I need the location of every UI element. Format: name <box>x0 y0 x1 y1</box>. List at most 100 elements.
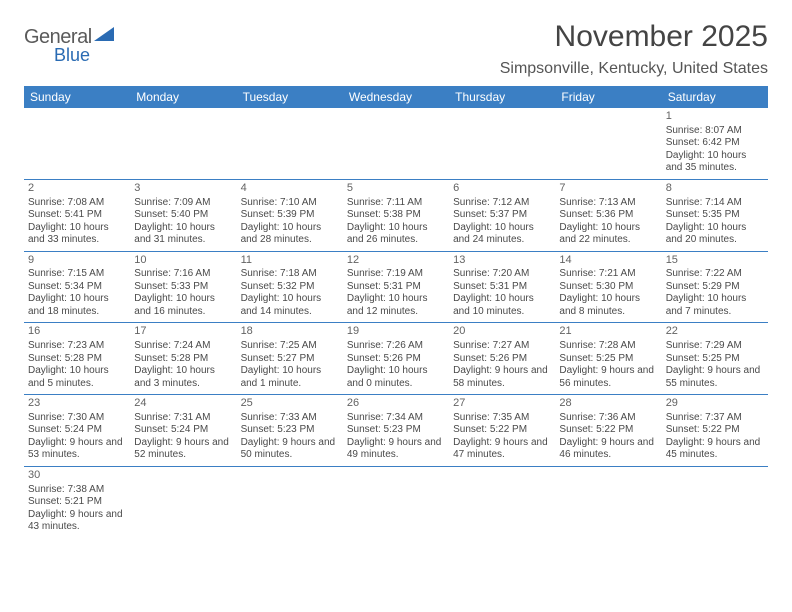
sunrise-text: Sunrise: 7:26 AM <box>347 340 445 353</box>
sunset-text: Sunset: 5:40 PM <box>134 209 232 222</box>
day-number: 14 <box>559 254 657 268</box>
daylight-text: Daylight: 10 hours and 28 minutes. <box>241 222 339 247</box>
day-cell: 25Sunrise: 7:33 AMSunset: 5:23 PMDayligh… <box>237 395 343 466</box>
sunset-text: Sunset: 5:28 PM <box>134 353 232 366</box>
sunset-text: Sunset: 5:22 PM <box>666 424 764 437</box>
empty-cell <box>449 108 555 179</box>
sunrise-text: Sunrise: 7:33 AM <box>241 412 339 425</box>
empty-cell <box>555 467 661 538</box>
sunrise-text: Sunrise: 7:21 AM <box>559 268 657 281</box>
page-header: General Blue November 2025 Simpsonville,… <box>24 20 768 78</box>
sunrise-text: Sunrise: 7:15 AM <box>28 268 126 281</box>
day-number: 7 <box>559 182 657 196</box>
daylight-text: Daylight: 10 hours and 18 minutes. <box>28 293 126 318</box>
empty-cell <box>237 108 343 179</box>
empty-cell <box>24 108 130 179</box>
daylight-text: Daylight: 10 hours and 8 minutes. <box>559 293 657 318</box>
daylight-text: Daylight: 10 hours and 7 minutes. <box>666 293 764 318</box>
day-number: 11 <box>241 254 339 268</box>
day-cell: 29Sunrise: 7:37 AMSunset: 5:22 PMDayligh… <box>662 395 768 466</box>
logo: General Blue <box>24 26 116 66</box>
sunrise-text: Sunrise: 7:34 AM <box>347 412 445 425</box>
sunset-text: Sunset: 5:34 PM <box>28 281 126 294</box>
day-headers-row: Sunday Monday Tuesday Wednesday Thursday… <box>24 86 768 108</box>
day-number: 8 <box>666 182 764 196</box>
day-number: 16 <box>28 325 126 339</box>
daylight-text: Daylight: 10 hours and 33 minutes. <box>28 222 126 247</box>
day-cell: 19Sunrise: 7:26 AMSunset: 5:26 PMDayligh… <box>343 323 449 394</box>
day-number: 25 <box>241 397 339 411</box>
daylight-text: Daylight: 9 hours and 56 minutes. <box>559 365 657 390</box>
sunset-text: Sunset: 6:42 PM <box>666 137 764 150</box>
sunset-text: Sunset: 5:21 PM <box>28 496 126 509</box>
day-number: 26 <box>347 397 445 411</box>
day-number: 30 <box>28 469 126 483</box>
day-number: 2 <box>28 182 126 196</box>
sunrise-text: Sunrise: 7:36 AM <box>559 412 657 425</box>
day-cell: 12Sunrise: 7:19 AMSunset: 5:31 PMDayligh… <box>343 252 449 323</box>
sunrise-text: Sunrise: 7:31 AM <box>134 412 232 425</box>
logo-text: General Blue <box>24 26 116 66</box>
sunset-text: Sunset: 5:30 PM <box>559 281 657 294</box>
day-cell: 1Sunrise: 8:07 AMSunset: 6:42 PMDaylight… <box>662 108 768 179</box>
week-row: 2Sunrise: 7:08 AMSunset: 5:41 PMDaylight… <box>24 180 768 252</box>
title-block: November 2025 Simpsonville, Kentucky, Un… <box>500 20 768 78</box>
day-cell: 27Sunrise: 7:35 AMSunset: 5:22 PMDayligh… <box>449 395 555 466</box>
sunset-text: Sunset: 5:24 PM <box>28 424 126 437</box>
sunset-text: Sunset: 5:41 PM <box>28 209 126 222</box>
sunrise-text: Sunrise: 7:35 AM <box>453 412 551 425</box>
day-cell: 11Sunrise: 7:18 AMSunset: 5:32 PMDayligh… <box>237 252 343 323</box>
sunset-text: Sunset: 5:23 PM <box>241 424 339 437</box>
empty-cell <box>555 108 661 179</box>
day-number: 9 <box>28 254 126 268</box>
sunrise-text: Sunrise: 7:09 AM <box>134 197 232 210</box>
daylight-text: Daylight: 9 hours and 47 minutes. <box>453 437 551 462</box>
day-cell: 2Sunrise: 7:08 AMSunset: 5:41 PMDaylight… <box>24 180 130 251</box>
sunrise-text: Sunrise: 7:12 AM <box>453 197 551 210</box>
day-header-wednesday: Wednesday <box>343 86 449 108</box>
sunrise-text: Sunrise: 7:22 AM <box>666 268 764 281</box>
day-cell: 16Sunrise: 7:23 AMSunset: 5:28 PMDayligh… <box>24 323 130 394</box>
daylight-text: Daylight: 10 hours and 35 minutes. <box>666 150 764 175</box>
day-number: 23 <box>28 397 126 411</box>
day-cell: 20Sunrise: 7:27 AMSunset: 5:26 PMDayligh… <box>449 323 555 394</box>
sunrise-text: Sunrise: 7:38 AM <box>28 484 126 497</box>
day-cell: 22Sunrise: 7:29 AMSunset: 5:25 PMDayligh… <box>662 323 768 394</box>
weeks-container: 1Sunrise: 8:07 AMSunset: 6:42 PMDaylight… <box>24 108 768 538</box>
daylight-text: Daylight: 10 hours and 14 minutes. <box>241 293 339 318</box>
sunrise-text: Sunrise: 7:11 AM <box>347 197 445 210</box>
sunrise-text: Sunrise: 7:20 AM <box>453 268 551 281</box>
sunset-text: Sunset: 5:25 PM <box>666 353 764 366</box>
sunrise-text: Sunrise: 8:07 AM <box>666 125 764 138</box>
sunset-text: Sunset: 5:35 PM <box>666 209 764 222</box>
day-cell: 4Sunrise: 7:10 AMSunset: 5:39 PMDaylight… <box>237 180 343 251</box>
location-text: Simpsonville, Kentucky, United States <box>500 60 768 78</box>
day-cell: 28Sunrise: 7:36 AMSunset: 5:22 PMDayligh… <box>555 395 661 466</box>
daylight-text: Daylight: 10 hours and 3 minutes. <box>134 365 232 390</box>
day-cell: 14Sunrise: 7:21 AMSunset: 5:30 PMDayligh… <box>555 252 661 323</box>
day-number: 13 <box>453 254 551 268</box>
sunset-text: Sunset: 5:23 PM <box>347 424 445 437</box>
sunset-text: Sunset: 5:22 PM <box>453 424 551 437</box>
daylight-text: Daylight: 10 hours and 20 minutes. <box>666 222 764 247</box>
day-number: 19 <box>347 325 445 339</box>
day-cell: 18Sunrise: 7:25 AMSunset: 5:27 PMDayligh… <box>237 323 343 394</box>
sunrise-text: Sunrise: 7:18 AM <box>241 268 339 281</box>
sunset-text: Sunset: 5:31 PM <box>453 281 551 294</box>
sunset-text: Sunset: 5:38 PM <box>347 209 445 222</box>
sunrise-text: Sunrise: 7:23 AM <box>28 340 126 353</box>
sunrise-text: Sunrise: 7:37 AM <box>666 412 764 425</box>
day-number: 3 <box>134 182 232 196</box>
daylight-text: Daylight: 9 hours and 52 minutes. <box>134 437 232 462</box>
sunset-text: Sunset: 5:28 PM <box>28 353 126 366</box>
day-cell: 24Sunrise: 7:31 AMSunset: 5:24 PMDayligh… <box>130 395 236 466</box>
day-header-saturday: Saturday <box>662 86 768 108</box>
daylight-text: Daylight: 10 hours and 0 minutes. <box>347 365 445 390</box>
day-cell: 26Sunrise: 7:34 AMSunset: 5:23 PMDayligh… <box>343 395 449 466</box>
daylight-text: Daylight: 9 hours and 43 minutes. <box>28 509 126 534</box>
sunset-text: Sunset: 5:26 PM <box>347 353 445 366</box>
daylight-text: Daylight: 9 hours and 45 minutes. <box>666 437 764 462</box>
daylight-text: Daylight: 9 hours and 53 minutes. <box>28 437 126 462</box>
sunset-text: Sunset: 5:29 PM <box>666 281 764 294</box>
sunrise-text: Sunrise: 7:13 AM <box>559 197 657 210</box>
